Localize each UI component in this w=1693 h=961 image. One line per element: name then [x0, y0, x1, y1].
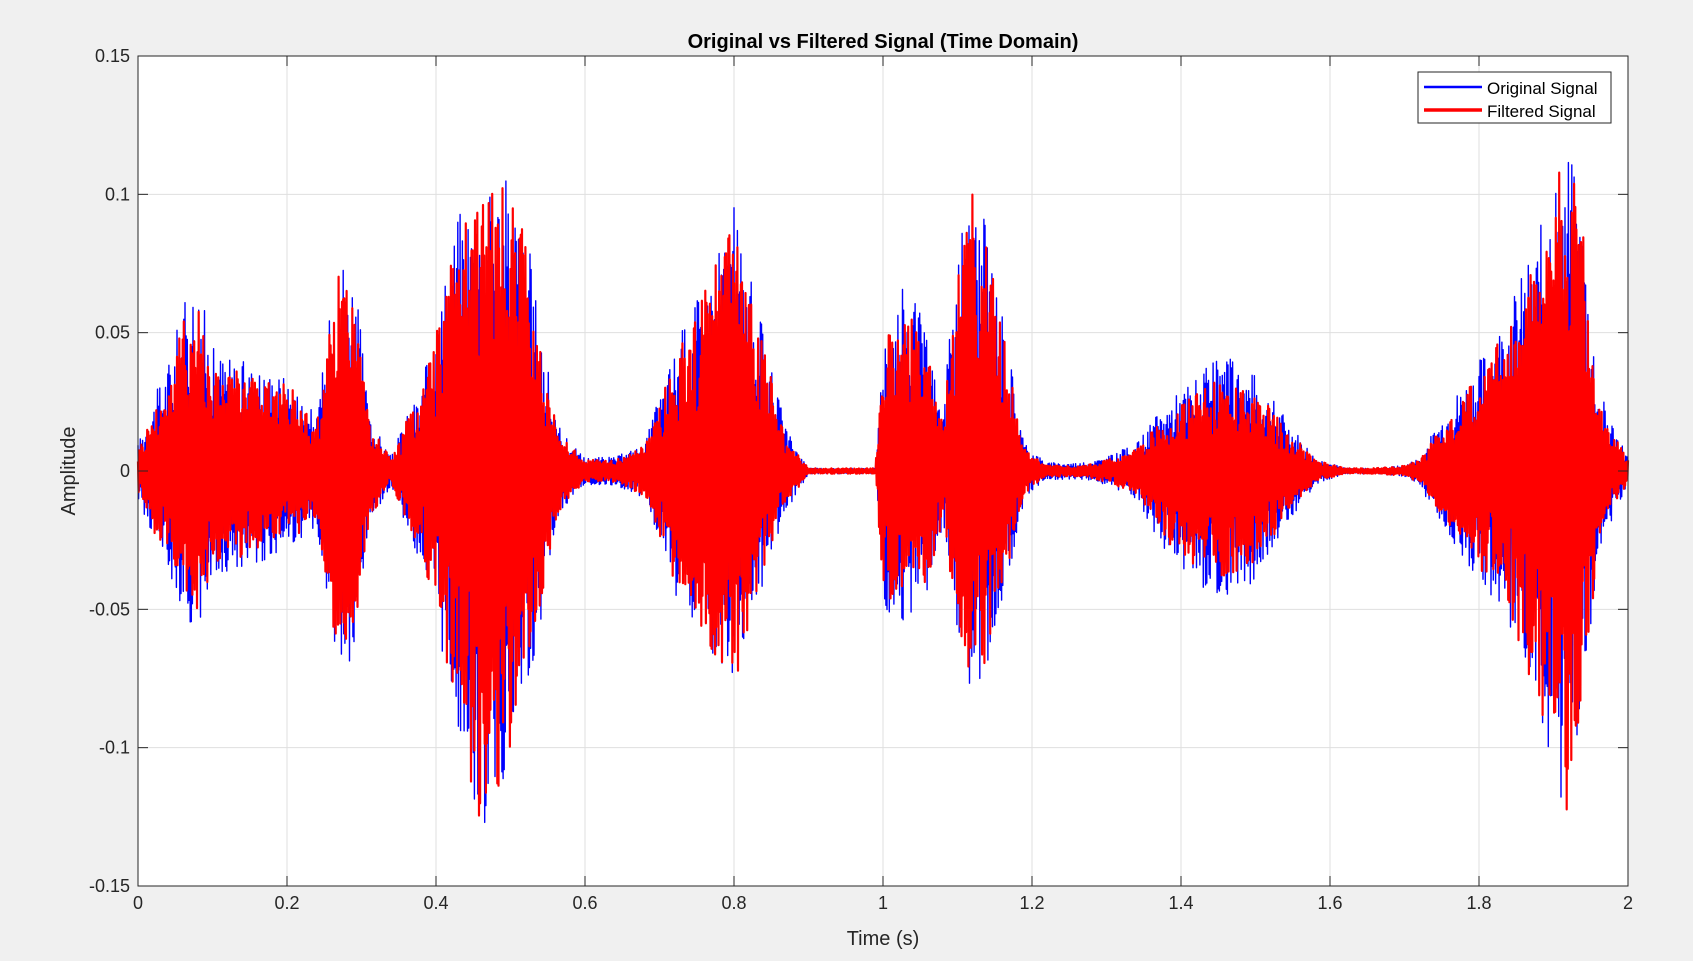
y-tick-labels: -0.15 -0.1 -0.05 0 0.05 0.1 0.15 — [89, 46, 130, 896]
legend-label-filtered-signal: Filtered Signal — [1487, 102, 1596, 121]
x-tick-label: 0 — [133, 893, 143, 913]
x-tick-label: 0.4 — [423, 893, 448, 913]
series-line-filtered-signal — [136, 171, 1630, 817]
chart-title: Original vs Filtered Signal (Time Domain… — [688, 31, 1079, 53]
y-tick-label: 0.15 — [95, 46, 130, 66]
x-tick-label: 0.8 — [721, 893, 746, 913]
legend: Original Signal Filtered Signal — [1417, 71, 1612, 124]
y-axis-label: Amplitude — [58, 427, 80, 516]
legend-label-original-signal: Original Signal — [1487, 79, 1598, 98]
x-tick-label: 2 — [1623, 893, 1633, 913]
x-tick-label: 1.6 — [1317, 893, 1342, 913]
x-tick-labels: 0 0.2 0.4 0.6 0.8 1 1.2 1.4 1.6 1.8 2 — [133, 893, 1633, 913]
y-tick-label: 0.1 — [105, 184, 130, 204]
y-tick-label: -0.05 — [89, 599, 130, 619]
ticks — [137, 55, 1629, 887]
y-tick-label: 0.05 — [95, 323, 130, 343]
x-tick-label: 0.2 — [274, 893, 299, 913]
y-tick-label: -0.1 — [99, 738, 130, 758]
y-tick-label: 0 — [120, 461, 130, 481]
series-layer — [136, 161, 1630, 824]
x-tick-label: 1.8 — [1466, 893, 1491, 913]
x-tick-label: 1.4 — [1168, 893, 1193, 913]
y-tick-label: -0.15 — [89, 876, 130, 896]
x-axis-label: Time (s) — [847, 928, 920, 950]
x-tick-label: 1 — [878, 893, 888, 913]
x-tick-label: 1.2 — [1019, 893, 1044, 913]
x-tick-label: 0.6 — [572, 893, 597, 913]
legend-box — [1417, 71, 1612, 124]
